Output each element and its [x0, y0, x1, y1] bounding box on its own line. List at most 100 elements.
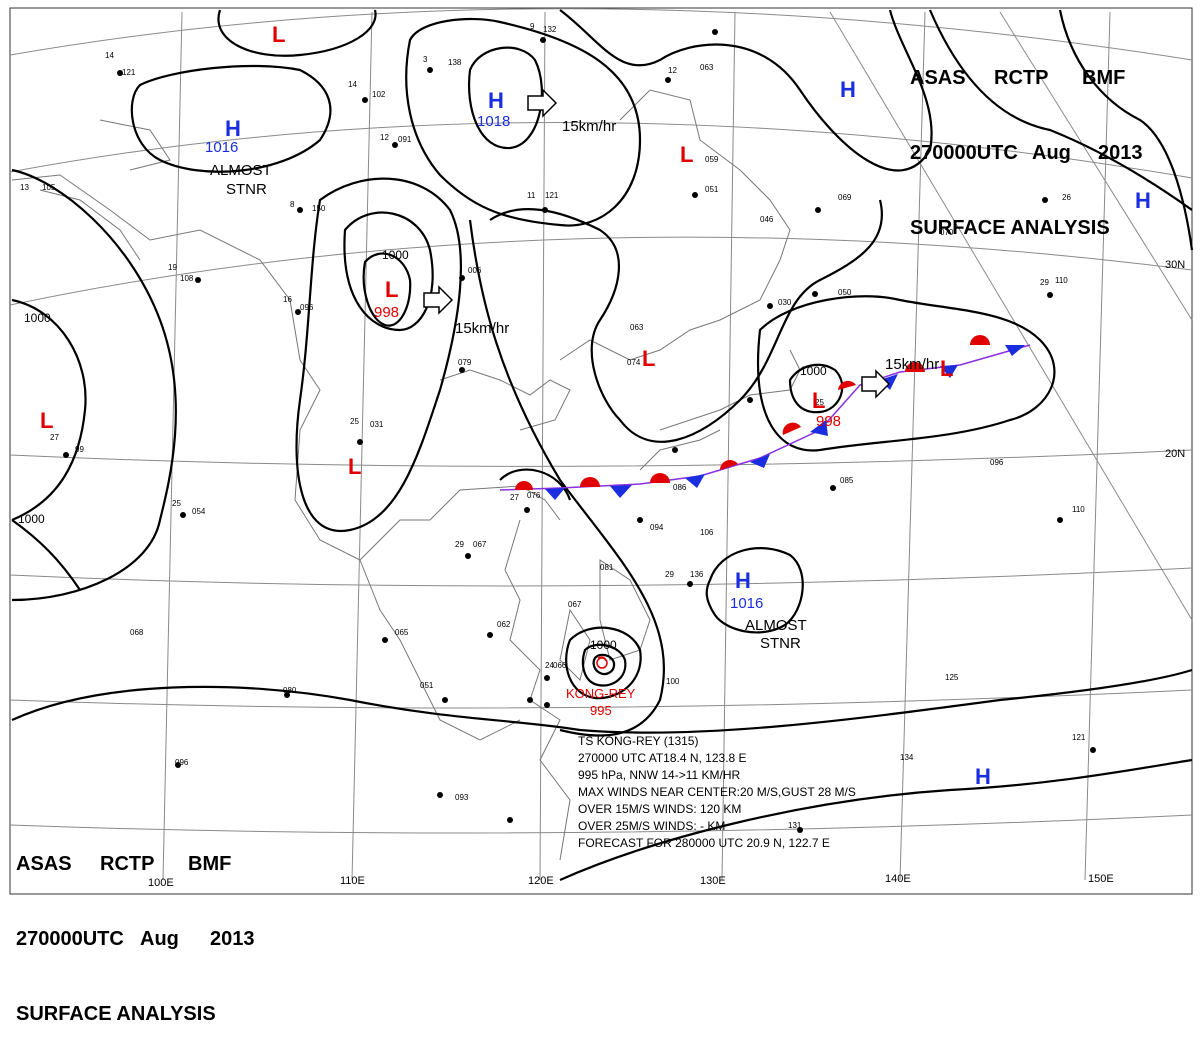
svg-text:13: 13: [20, 183, 29, 192]
svg-text:131: 131: [788, 821, 802, 830]
high-center-note: ALMOST STNR: [210, 162, 272, 198]
header-station: RCTP: [100, 853, 155, 875]
svg-text:134: 134: [900, 753, 914, 762]
header-month: Aug: [140, 928, 179, 950]
svg-text:8: 8: [290, 200, 295, 209]
svg-text:16: 16: [283, 295, 292, 304]
typhoon-info-line: TS KONG-REY (1315): [578, 734, 699, 748]
isobar-label: 1000: [590, 638, 617, 652]
header-code: BMF: [188, 853, 232, 875]
svg-text:150: 150: [312, 204, 326, 213]
svg-text:096: 096: [990, 458, 1004, 467]
isobar-label: 1000: [24, 311, 51, 325]
header-title: SURFACE ANALYSIS: [910, 217, 1110, 239]
low-center-letter: L: [642, 346, 655, 371]
header-time: 270000UTC: [910, 142, 1018, 164]
high-center-letter: H: [1135, 188, 1151, 213]
svg-text:3: 3: [423, 55, 428, 64]
svg-text:031: 031: [370, 420, 384, 429]
high-center-letter: H: [488, 88, 504, 113]
longitude-label: 110E: [340, 875, 365, 887]
svg-text:121: 121: [1072, 733, 1086, 742]
svg-text:24: 24: [545, 661, 554, 670]
svg-text:051: 051: [420, 681, 434, 690]
header-year: 2013: [210, 928, 255, 950]
svg-text:14: 14: [105, 51, 114, 60]
svg-text:27: 27: [510, 493, 519, 502]
motion-label: 15km/hr: [455, 320, 509, 337]
svg-text:030: 030: [778, 298, 792, 307]
coastlines: [11, 89, 801, 861]
header-top: ASAS RCTP BMF 270000UTC Aug 2013 SURFACE ANA…: [910, 16, 1160, 266]
high-center-value: 1016: [205, 139, 238, 156]
svg-text:094: 094: [650, 523, 664, 532]
isobar-label: 1000: [800, 364, 827, 378]
high-center-letter: H: [840, 77, 856, 102]
svg-text:067: 067: [473, 540, 487, 549]
svg-text:067: 067: [568, 600, 582, 609]
svg-text:106: 106: [700, 528, 714, 537]
longitude-label: 140E: [885, 873, 911, 885]
svg-text:100: 100: [666, 677, 680, 686]
motion-label: 15km/hr: [562, 118, 616, 135]
motion-label: 15km/hr: [885, 356, 939, 373]
svg-text:25: 25: [172, 499, 181, 508]
svg-text:054: 054: [192, 507, 206, 516]
header-station: RCTP: [994, 67, 1049, 89]
svg-text:081: 081: [600, 563, 614, 572]
isobars: [11, 9, 1194, 882]
low-center-letter: L: [348, 454, 361, 479]
header-title: SURFACE ANALYSIS: [16, 1003, 216, 1025]
typhoon-symbol: [596, 656, 608, 669]
svg-text:069: 069: [838, 193, 852, 202]
header-line-1: ASAS RCTP BMF: [16, 852, 276, 877]
svg-text:132: 132: [543, 25, 557, 34]
low-center-value: 998: [816, 413, 841, 430]
svg-text:12: 12: [380, 133, 389, 142]
svg-text:051: 051: [705, 185, 719, 194]
svg-text:11: 11: [527, 191, 536, 200]
svg-text:096: 096: [175, 758, 189, 767]
svg-text:079: 079: [458, 358, 472, 367]
svg-text:27: 27: [50, 433, 59, 442]
longitude-label: 120E: [528, 875, 554, 887]
isobar-label: 1000: [18, 512, 45, 526]
svg-text:110: 110: [1055, 276, 1068, 285]
svg-text:136: 136: [690, 570, 704, 579]
low-center-letter: L: [940, 356, 953, 381]
header-line-2: 270000UTC Aug 2013: [910, 141, 1160, 166]
svg-text:074: 074: [627, 358, 641, 367]
header-line-2: 270000UTC Aug 2013: [16, 927, 276, 952]
svg-text:096: 096: [300, 303, 314, 312]
header-agency: ASAS: [910, 67, 966, 89]
svg-text:050: 050: [838, 288, 852, 297]
svg-text:076: 076: [527, 491, 541, 500]
svg-text:105: 105: [42, 183, 56, 192]
svg-text:062: 062: [497, 620, 511, 629]
header-agency: ASAS: [16, 853, 72, 875]
svg-text:121: 121: [545, 191, 559, 200]
svg-text:29: 29: [665, 570, 674, 579]
svg-text:12: 12: [668, 66, 677, 75]
high-center-letter: H: [975, 764, 991, 789]
svg-text:25: 25: [815, 398, 824, 407]
low-center-letter: L: [680, 142, 693, 167]
low-center-letter: L: [272, 22, 285, 47]
svg-text:063: 063: [700, 63, 714, 72]
low-center-value: 998: [374, 304, 399, 321]
header-line-1: ASAS RCTP BMF: [910, 66, 1160, 91]
svg-text:091: 091: [398, 135, 412, 144]
svg-text:006: 006: [468, 266, 482, 275]
typhoon-info: TS KONG-REY (1315) 270000 UTC AT18.4 N, …: [578, 733, 856, 852]
svg-text:29: 29: [1040, 278, 1049, 287]
svg-text:063: 063: [630, 323, 644, 332]
typhoon-info-line: OVER 25M/S WINDS: - KM: [578, 819, 726, 833]
svg-text:121: 121: [122, 68, 136, 77]
svg-text:25: 25: [350, 417, 359, 426]
typhoon-info-line: MAX WINDS NEAR CENTER:20 M/S,GUST 28 M/S: [578, 785, 856, 799]
isobar-label: 1000: [382, 248, 409, 262]
high-center-letter: H: [225, 116, 241, 141]
header-year: 2013: [1098, 142, 1143, 164]
svg-text:14: 14: [348, 80, 357, 89]
